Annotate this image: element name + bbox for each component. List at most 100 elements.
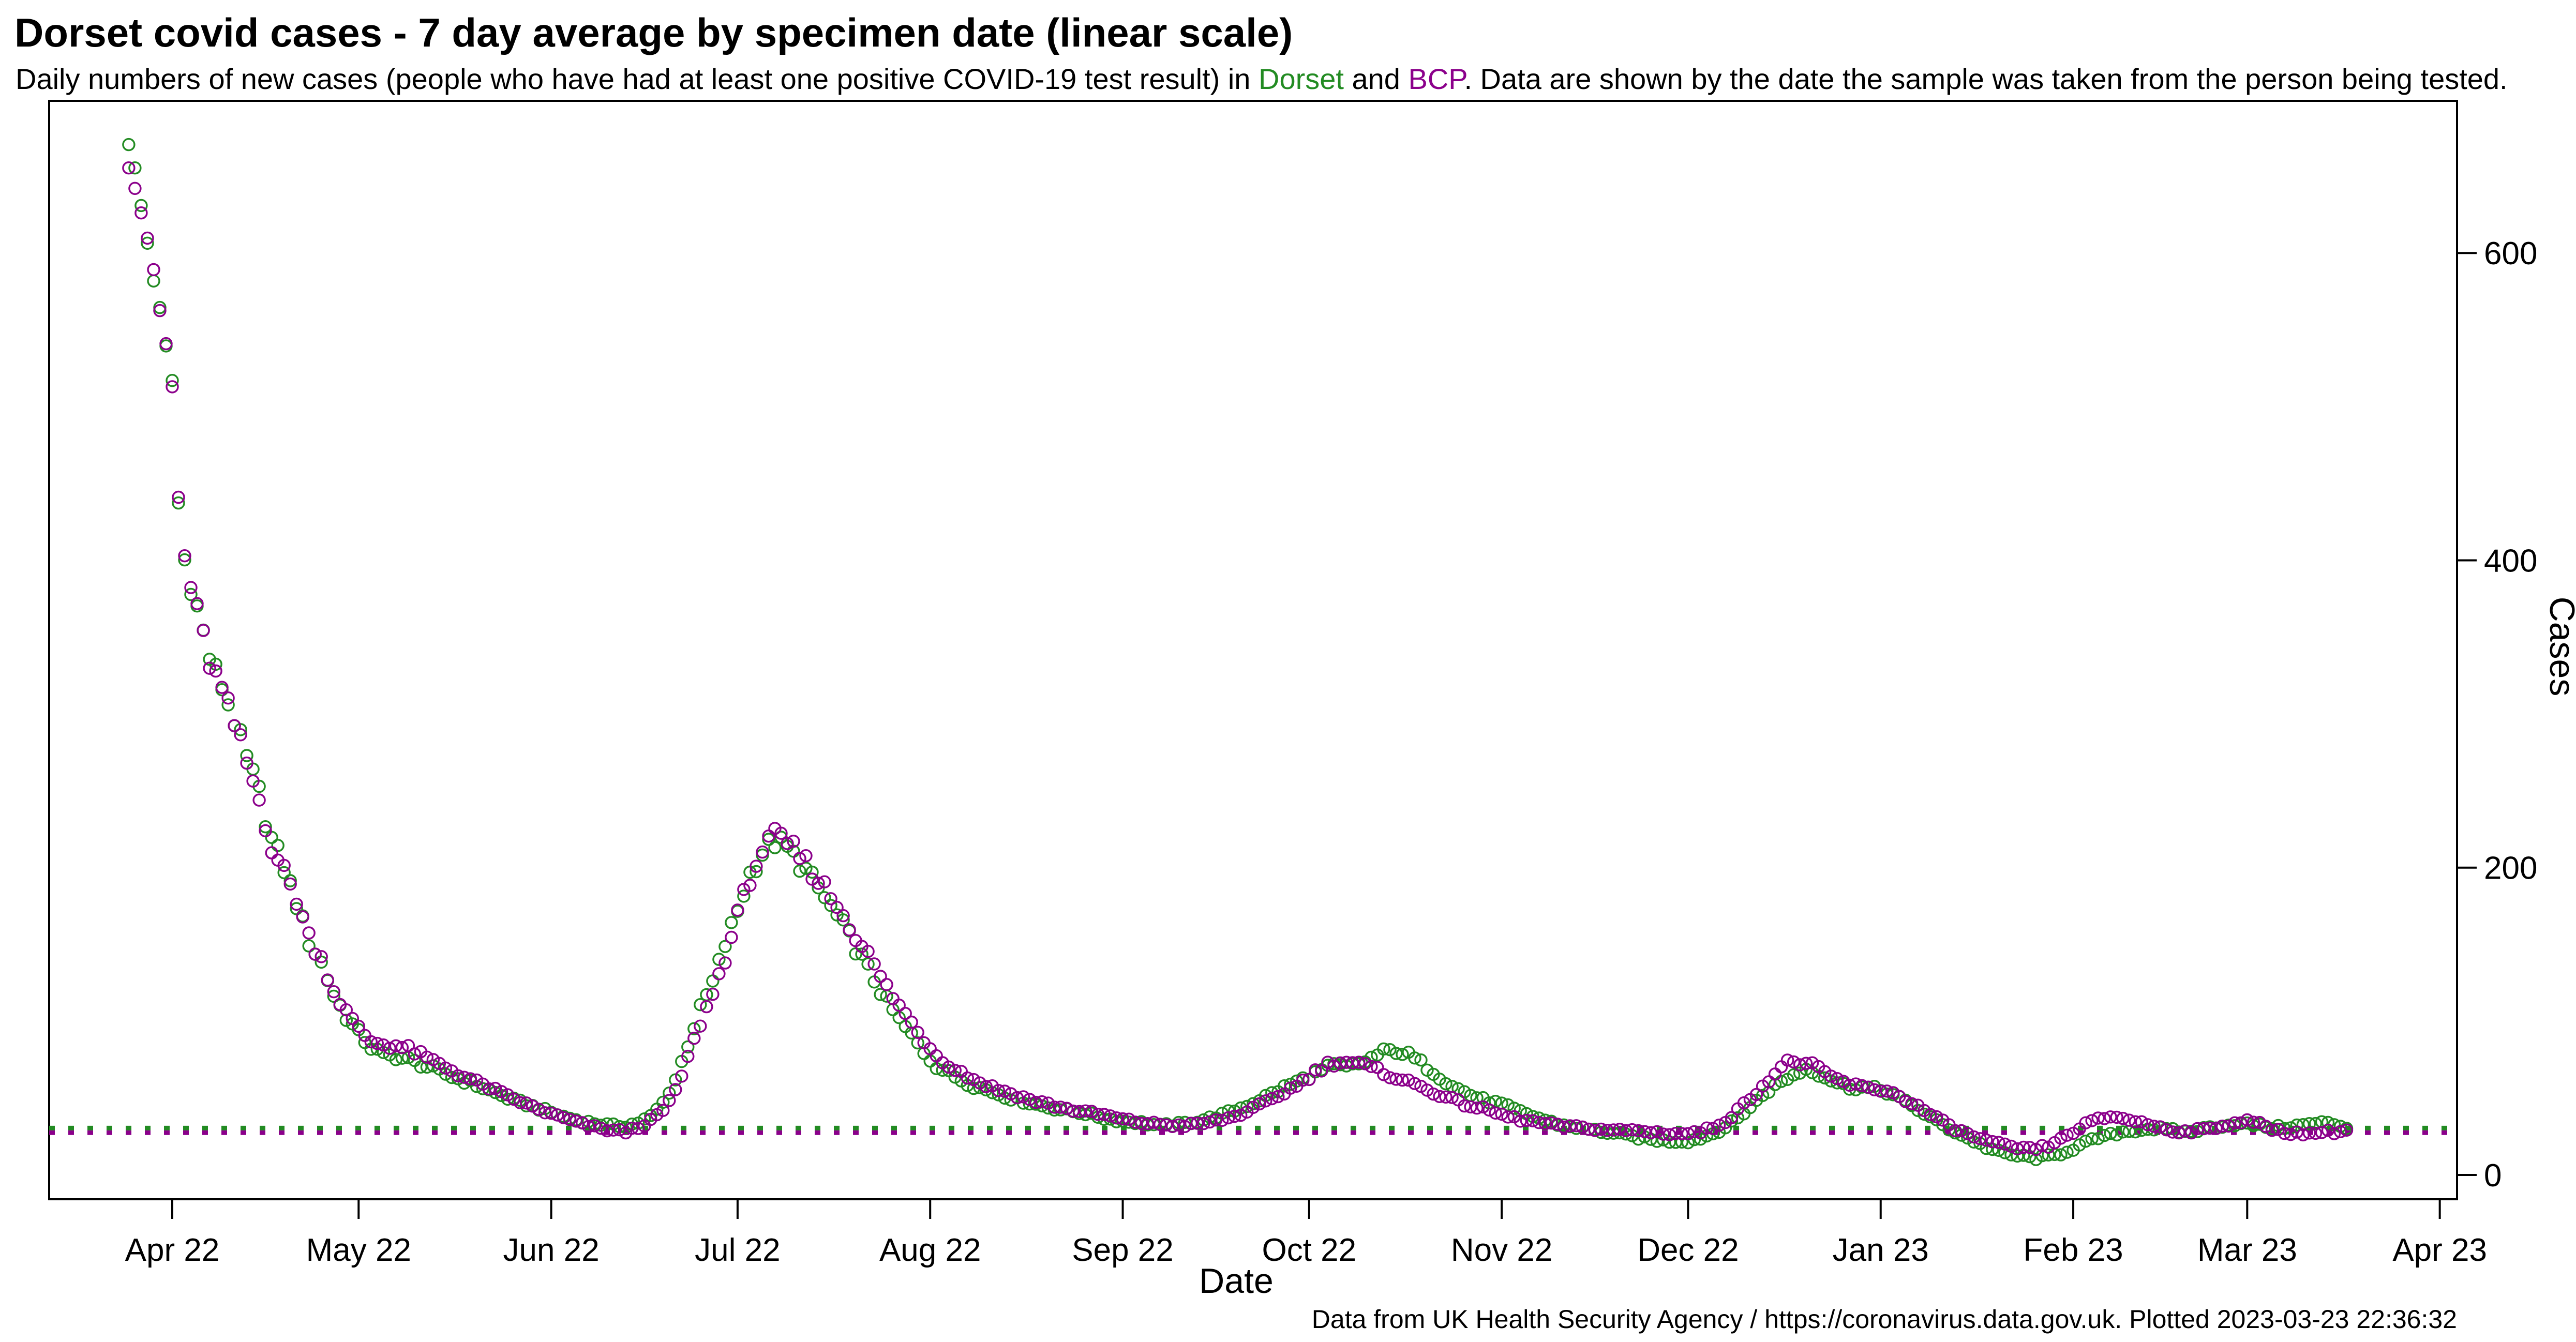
data-point-bcp — [1464, 1100, 1477, 1114]
data-point-bcp — [246, 774, 260, 788]
data-point-bcp — [482, 1082, 496, 1096]
data-point-bcp — [656, 1104, 670, 1117]
data-point-dorset — [1439, 1077, 1452, 1091]
data-point-bcp — [712, 967, 726, 981]
data-point-bcp — [1402, 1073, 1415, 1087]
data-point-bcp — [1072, 1105, 1086, 1119]
data-point-bcp — [134, 206, 148, 220]
data-point-bcp — [1389, 1073, 1403, 1086]
data-point-bcp — [2116, 1111, 2130, 1125]
data-point-bcp — [1103, 1109, 1117, 1123]
data-point-bcp — [1520, 1113, 1533, 1127]
data-point-bcp — [178, 549, 191, 563]
subtitle: Daily numbers of new cases (people who h… — [16, 63, 2508, 95]
data-point-bcp — [2234, 1116, 2248, 1129]
data-point-bcp — [1532, 1115, 1546, 1129]
data-point-dorset — [1196, 1113, 1210, 1127]
data-point-bcp — [588, 1119, 602, 1133]
data-point-bcp — [1079, 1104, 1092, 1118]
data-point-dorset — [2060, 1145, 2074, 1159]
data-point-bcp — [538, 1106, 552, 1120]
y-tick-label: 200 — [2484, 851, 2537, 886]
data-point-dorset — [750, 865, 763, 879]
data-point-bcp — [2011, 1142, 2024, 1156]
data-point-bcp — [401, 1039, 415, 1052]
x-tick-label: Jun 22 — [503, 1232, 600, 1268]
data-point-bcp — [2079, 1116, 2092, 1129]
data-point-bcp — [159, 337, 173, 351]
data-point-dorset — [271, 839, 284, 852]
data-point-bcp — [1315, 1064, 1328, 1078]
data-point-bcp — [1358, 1057, 1372, 1070]
data-point-bcp — [700, 1000, 713, 1014]
data-point-bcp — [1122, 1112, 1136, 1126]
data-point-bcp — [781, 837, 794, 850]
data-point-dorset — [2079, 1134, 2092, 1148]
y-tick-label: 0 — [2484, 1158, 2502, 1194]
data-point-dorset — [911, 1036, 924, 1050]
data-point-dorset — [1538, 1113, 1552, 1127]
data-point-bcp — [2222, 1119, 2235, 1133]
data-point-bcp — [725, 930, 738, 944]
data-point-dorset — [2302, 1117, 2316, 1130]
data-point-bcp — [2166, 1125, 2179, 1139]
data-point-bcp — [389, 1039, 403, 1053]
data-point-bcp — [327, 985, 340, 999]
data-point-bcp — [166, 380, 179, 394]
data-point-dorset — [259, 820, 272, 834]
data-point-bcp — [1495, 1107, 1508, 1121]
subtitle-part2: and — [1344, 63, 1409, 95]
data-point-bcp — [1644, 1126, 1658, 1140]
data-point-bcp — [1110, 1111, 1124, 1125]
data-point-bcp — [1334, 1056, 1347, 1070]
data-point-bcp — [867, 957, 881, 971]
data-point-bcp — [1184, 1117, 1198, 1130]
data-point-bcp — [1712, 1118, 1726, 1132]
data-point-bcp — [1165, 1120, 1179, 1134]
data-point-bcp — [495, 1085, 508, 1098]
data-point-bcp — [606, 1123, 620, 1137]
data-point-bcp — [290, 897, 303, 911]
data-point-bcp — [203, 661, 216, 675]
data-point-dorset — [476, 1082, 490, 1095]
data-point-dorset — [1725, 1114, 1739, 1128]
data-point-bcp — [1253, 1097, 1266, 1111]
data-point-dorset — [283, 874, 297, 887]
data-point-dorset — [1246, 1097, 1260, 1110]
data-point-bcp — [228, 719, 241, 732]
data-point-bcp — [793, 852, 806, 865]
data-point-dorset — [327, 989, 340, 1003]
data-point-bcp — [364, 1035, 378, 1049]
data-point-bcp — [1545, 1116, 1558, 1130]
data-point-bcp — [1234, 1108, 1248, 1122]
data-point-dorset — [1818, 1071, 1832, 1085]
data-point-bcp — [463, 1072, 477, 1085]
data-point-bcp — [1681, 1127, 1695, 1140]
data-point-bcp — [967, 1073, 981, 1087]
data-point-bcp — [1134, 1117, 1148, 1130]
data-point-bcp — [2340, 1123, 2354, 1137]
data-point-dorset — [221, 698, 235, 712]
data-point-bcp — [321, 973, 334, 987]
data-point-bcp — [594, 1121, 608, 1135]
data-point-bcp — [669, 1083, 682, 1096]
data-point-bcp — [1296, 1073, 1310, 1087]
data-point-bcp — [221, 691, 235, 705]
data-point-bcp — [1433, 1090, 1446, 1104]
data-point-bcp — [2309, 1126, 2323, 1140]
data-point-bcp — [1489, 1106, 1502, 1120]
data-point-dorset — [861, 957, 875, 971]
subtitle-dorset-word: Dorset — [1259, 63, 1344, 95]
data-point-bcp — [197, 624, 210, 637]
data-point-dorset — [445, 1070, 459, 1084]
data-point-bcp — [787, 834, 800, 848]
data-point-bcp — [1427, 1087, 1440, 1101]
data-point-dorset — [2098, 1128, 2111, 1142]
data-point-bcp — [1445, 1091, 1459, 1104]
data-point-bcp — [911, 1026, 924, 1039]
data-point-dorset — [240, 749, 253, 762]
data-point-dorset — [656, 1095, 670, 1109]
data-point-bcp — [718, 956, 732, 970]
data-point-bcp — [2327, 1127, 2341, 1140]
data-point-bcp — [1880, 1084, 1894, 1098]
